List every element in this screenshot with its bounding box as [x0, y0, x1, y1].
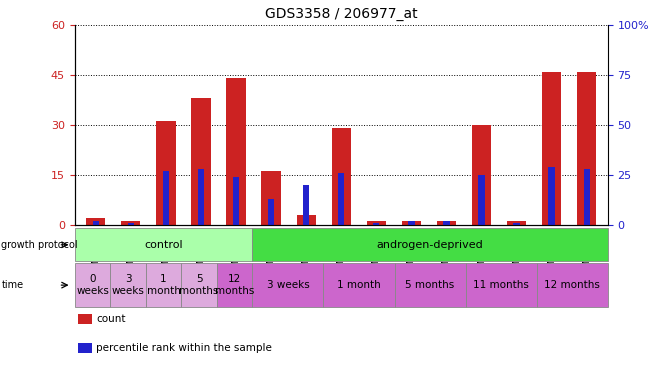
Bar [93, 221, 99, 225]
Bar [127, 223, 134, 225]
Bar [367, 221, 386, 225]
Text: time: time [1, 280, 23, 290]
Bar [226, 78, 246, 225]
Bar [121, 221, 140, 225]
Text: 5 months: 5 months [406, 280, 455, 290]
Bar [303, 185, 309, 225]
Bar [537, 263, 608, 307]
Text: 12
months: 12 months [215, 274, 254, 296]
Bar [408, 221, 415, 225]
Bar [478, 175, 485, 225]
Bar [437, 221, 456, 225]
Bar [198, 169, 204, 225]
Bar [542, 71, 562, 225]
Bar [507, 221, 526, 225]
Text: percentile rank within the sample: percentile rank within the sample [96, 343, 272, 353]
Bar [156, 121, 176, 225]
Bar [402, 221, 421, 225]
Bar [549, 167, 555, 225]
Bar [191, 98, 211, 225]
Text: 0
weeks: 0 weeks [76, 274, 109, 296]
Text: 11 months: 11 months [473, 280, 529, 290]
Bar [75, 263, 110, 307]
Text: control: control [144, 240, 183, 250]
Bar [373, 223, 380, 225]
Bar [584, 169, 590, 225]
Bar [111, 263, 146, 307]
Text: 3
weeks: 3 weeks [112, 274, 144, 296]
Text: 12 months: 12 months [544, 280, 600, 290]
Bar [162, 171, 169, 225]
Text: 3 weeks: 3 weeks [266, 280, 309, 290]
Bar [443, 221, 450, 225]
Text: count: count [96, 314, 125, 324]
Text: 5
months: 5 months [179, 274, 219, 296]
Bar [252, 228, 608, 261]
Bar [296, 215, 316, 225]
Bar [268, 199, 274, 225]
Bar [252, 263, 324, 307]
Title: GDS3358 / 206977_at: GDS3358 / 206977_at [265, 7, 417, 21]
Bar [324, 263, 395, 307]
Text: androgen-deprived: androgen-deprived [377, 240, 484, 250]
Bar [395, 263, 465, 307]
Bar [146, 263, 181, 307]
Bar [86, 218, 105, 225]
Bar [261, 171, 281, 225]
Bar [233, 177, 239, 225]
Bar [217, 263, 252, 307]
Text: 1 month: 1 month [337, 280, 381, 290]
Bar [577, 71, 596, 225]
Text: growth protocol: growth protocol [1, 240, 78, 250]
Bar [181, 263, 217, 307]
Bar [75, 228, 252, 261]
Bar [332, 128, 351, 225]
Text: 1
month: 1 month [147, 274, 181, 296]
Bar [465, 263, 537, 307]
Bar [514, 223, 520, 225]
Bar [472, 125, 491, 225]
Bar [338, 173, 344, 225]
